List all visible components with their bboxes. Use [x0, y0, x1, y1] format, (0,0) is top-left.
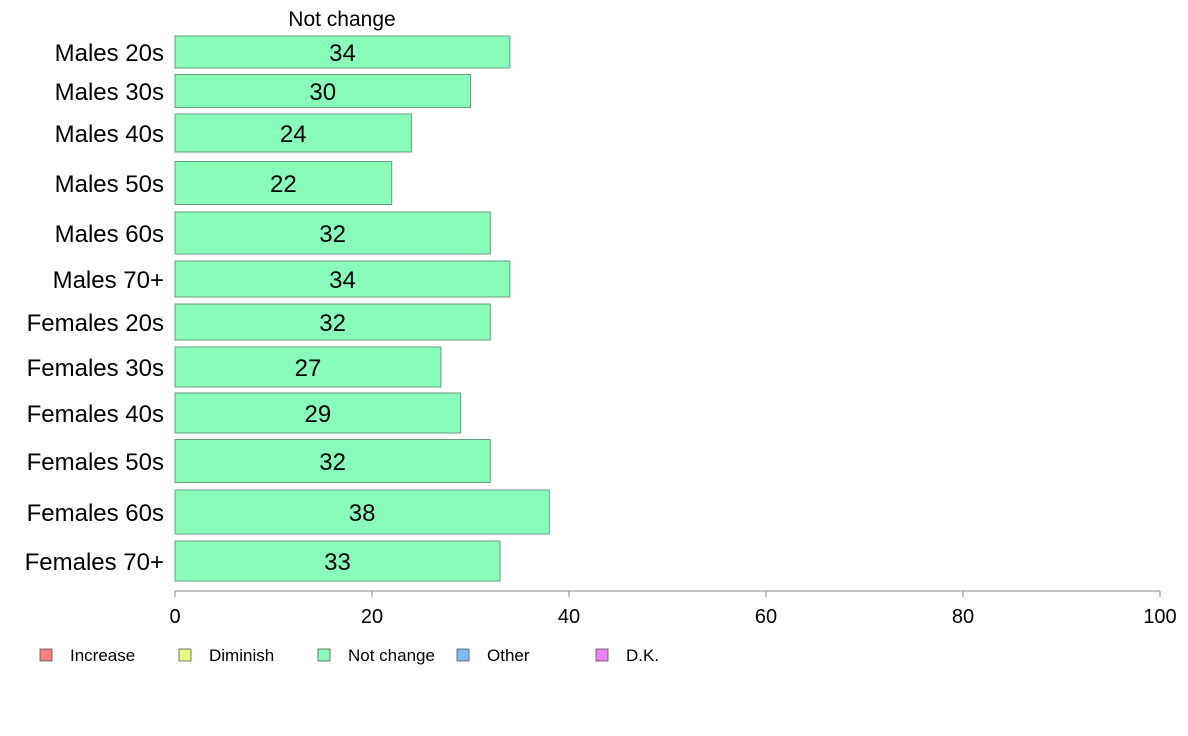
- x-tick-label: 80: [952, 606, 974, 628]
- category-label: Females 40s: [27, 401, 164, 428]
- legend-swatch: [317, 648, 331, 662]
- category-label: Females 70+: [25, 549, 164, 576]
- legend-label: D.K.: [626, 646, 659, 665]
- x-tick-label: 0: [169, 606, 180, 628]
- legend: Increase Diminish Not change Other D.K.: [39, 646, 659, 665]
- category-label: Males 20s: [55, 40, 164, 67]
- category-label: Males 30s: [55, 79, 164, 106]
- data-label: 32: [319, 449, 346, 476]
- data-label: 29: [304, 401, 331, 428]
- x-tick-label: 20: [361, 606, 383, 628]
- category-label: Females 30s: [27, 355, 164, 382]
- data-label: 30: [309, 79, 336, 106]
- bar: [174, 489, 550, 535]
- data-label: 33: [324, 549, 351, 576]
- bar: [174, 439, 491, 483]
- legend-swatch: [456, 648, 470, 662]
- x-tick-label: 40: [558, 606, 580, 628]
- legend-label: Increase: [70, 646, 135, 665]
- legend-label: Not change: [348, 646, 435, 665]
- bar: [174, 161, 393, 205]
- bar: [174, 392, 462, 434]
- legend-label: Diminish: [209, 646, 274, 665]
- data-label: 27: [295, 355, 322, 382]
- bar: [174, 260, 511, 298]
- x-tick-label: 60: [755, 606, 777, 628]
- category-label: Females 20s: [27, 310, 164, 337]
- data-label: 32: [319, 310, 346, 337]
- panel-title: Not change: [288, 8, 395, 31]
- data-label: 32: [319, 221, 346, 248]
- bar: [174, 113, 412, 153]
- category-label: Females 50s: [27, 449, 164, 476]
- legend-swatch: [178, 648, 192, 662]
- category-label: Females 60s: [27, 500, 164, 527]
- x-axis: 0 20 40 60 80 100: [169, 590, 1177, 628]
- category-label: Males 40s: [55, 121, 164, 148]
- bars-group: Males 20s 34 Males 30s 30 Males 40s 24 Males 5…: [25, 35, 550, 582]
- bar: [174, 74, 471, 108]
- x-tick-label: 100: [1143, 606, 1176, 628]
- legend-swatch: [39, 648, 53, 662]
- data-label: 34: [329, 40, 356, 67]
- bar: [174, 303, 491, 341]
- category-label: Males 60s: [55, 221, 164, 248]
- bar: [174, 211, 491, 255]
- bar: [174, 35, 511, 69]
- data-label: 22: [270, 171, 297, 198]
- category-label: Males 50s: [55, 171, 164, 198]
- bar: [174, 346, 442, 388]
- data-label: 24: [280, 121, 307, 148]
- bar: [174, 540, 501, 582]
- category-label: Males 70+: [53, 267, 164, 294]
- legend-label: Other: [487, 646, 530, 665]
- legend-swatch: [595, 648, 609, 662]
- data-label: 34: [329, 267, 356, 294]
- data-label: 38: [349, 500, 376, 527]
